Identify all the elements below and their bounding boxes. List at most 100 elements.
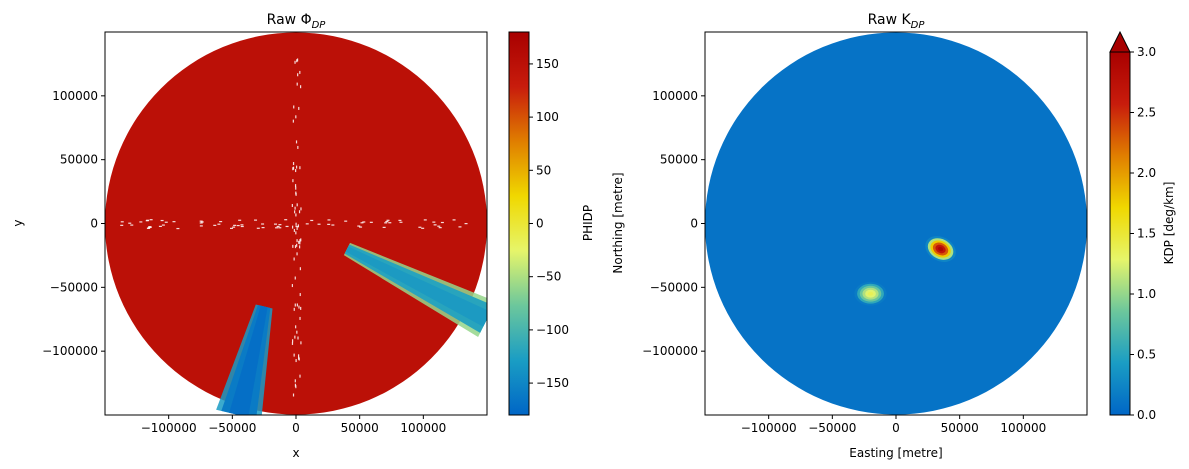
speckle-16 [300, 341, 302, 345]
colorbar-ticks-phidp: −150 −100 −50 0 50 100 150 [529, 57, 569, 390]
speckle-39 [384, 222, 388, 224]
speckle-125 [199, 222, 203, 224]
speckle-72 [297, 145, 299, 149]
speckle-135 [399, 221, 403, 223]
speckle-85 [433, 224, 437, 226]
speckle-121 [421, 227, 425, 229]
x-tick-label-3: 50000 [941, 421, 979, 435]
speckle-94 [295, 222, 297, 226]
speckle-29 [360, 222, 364, 224]
speckle-127 [254, 219, 258, 221]
speckle-60 [292, 225, 294, 229]
speckle-102 [296, 59, 298, 63]
speckle-47 [149, 219, 153, 221]
x-ticks-kdp: −100000 −50000 0 50000 100000 [741, 415, 1046, 435]
speckle-10 [291, 339, 294, 343]
speckle-34 [293, 307, 295, 311]
y-ticks-kdp: −100000 −50000 0 50000 100000 [642, 89, 705, 358]
radar-disk-kdp [705, 32, 1087, 415]
speckle-139 [236, 224, 240, 227]
speckle-119 [256, 227, 260, 229]
speckle-26 [293, 353, 295, 357]
speckle-109 [240, 224, 244, 226]
speckle-23 [285, 225, 289, 228]
speckle-42 [295, 325, 297, 329]
colorbar-gradient-phidp [509, 32, 529, 415]
colorbar-ticks-kdp: 0.0 0.5 1.0 1.5 2.0 2.5 3.0 [1130, 45, 1156, 422]
speckle-13 [458, 226, 462, 228]
speckle-58 [298, 210, 301, 214]
speckle-32 [299, 245, 301, 249]
speckle-106 [299, 293, 301, 297]
colorbar-tick-label-2: 1.0 [1137, 287, 1156, 301]
speckle-120 [298, 356, 300, 360]
colorbar-tick-label-6: 150 [536, 57, 559, 71]
speckle-20 [294, 276, 296, 280]
speckle-87 [398, 219, 402, 221]
speckle-88 [300, 207, 302, 211]
speckle-17 [276, 225, 280, 228]
speckle-63 [199, 225, 203, 227]
speckle-129 [148, 226, 152, 228]
chart-title-phidp: Raw ΦDP [267, 12, 327, 31]
speckle-140 [296, 203, 298, 207]
speckle-105 [200, 221, 204, 223]
speckle-46 [295, 192, 297, 196]
speckle-113 [261, 223, 265, 225]
speckle-59 [418, 226, 422, 228]
speckle-123 [240, 225, 244, 228]
colorbar-gradient-kdp [1110, 52, 1130, 415]
speckle-148 [299, 241, 301, 245]
speckle-117 [438, 227, 442, 229]
speckle-15 [357, 225, 361, 227]
speckle-89 [344, 220, 348, 222]
speckle-97 [284, 219, 288, 221]
y-ticks-phidp: −100000 −50000 0 50000 100000 [42, 89, 105, 358]
speckle-55 [199, 220, 203, 222]
colorbar-tick-label-1: −100 [536, 323, 569, 337]
wedge-inner-1 [229, 305, 268, 415]
speckle-86 [297, 224, 300, 228]
speckle-131 [327, 219, 331, 221]
x-tick-label-2: 0 [892, 421, 900, 435]
speckle-118 [293, 257, 295, 261]
speckle-100 [296, 330, 298, 334]
speckle-81 [160, 219, 164, 222]
colorbar-label-phidp: PHIDP [581, 205, 595, 241]
speckle-110 [296, 82, 298, 86]
speckle-146 [299, 267, 301, 271]
speckle-56 [291, 341, 294, 345]
speckle-108 [293, 105, 295, 109]
speckle-114 [291, 284, 293, 288]
speckle-11 [452, 219, 456, 221]
speckle-24 [295, 186, 297, 190]
speckle-40 [291, 204, 293, 208]
speckle-149 [275, 227, 279, 229]
speckle-136 [296, 303, 298, 307]
speckle-49 [327, 223, 331, 225]
y-tick-label-3: 50000 [60, 153, 98, 167]
speckle-6 [292, 167, 294, 171]
x-axis-label-kdp: Easting [metre] [849, 446, 942, 460]
x-tick-label-0: −100000 [141, 421, 197, 435]
colorbar-tick-label-3: 1.5 [1137, 227, 1156, 241]
speckle-38 [299, 70, 301, 74]
speckle-134 [297, 73, 299, 77]
speckle-82 [295, 165, 298, 169]
y-tick-label-4: 100000 [652, 89, 698, 103]
speckle-96 [294, 383, 297, 387]
speckle-126 [299, 85, 302, 89]
x-ticks-phidp: −100000 −50000 0 50000 100000 [141, 415, 446, 435]
speckle-53 [369, 221, 373, 223]
speckle-51 [437, 225, 441, 227]
speckle-130 [297, 354, 300, 358]
speckle-phidp [120, 58, 468, 397]
speckle-74 [299, 374, 301, 378]
speckle-79 [310, 219, 314, 222]
speckle-5 [219, 220, 223, 223]
speckle-80 [295, 213, 297, 217]
features-kdp [854, 236, 956, 306]
speckle-142 [298, 106, 300, 110]
speckle-124 [295, 140, 298, 144]
colorbar-tick-label-5: 100 [536, 110, 559, 124]
